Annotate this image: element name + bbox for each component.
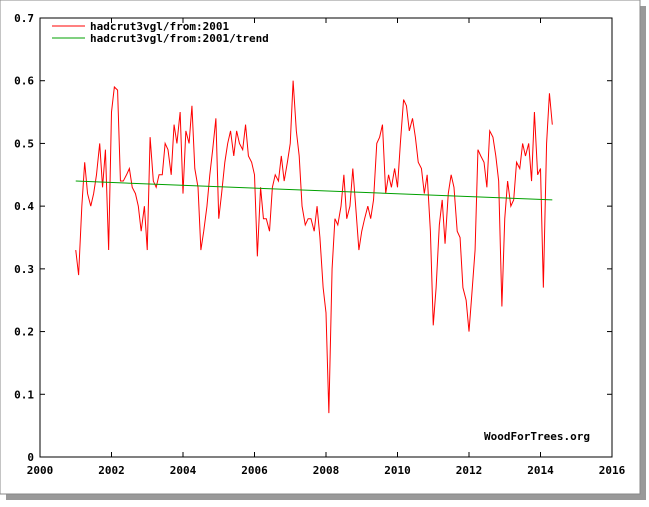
legend-label: hadcrut3vgl/from:2001 — [90, 20, 229, 33]
plot-area — [39, 17, 613, 458]
x-tick-label: 2012 — [456, 464, 483, 477]
y-tick-label: 0.5 — [14, 137, 34, 150]
y-tick-label: 0.1 — [14, 388, 34, 401]
x-tick-label: 2006 — [241, 464, 268, 477]
y-tick-label: 0 — [27, 451, 34, 464]
x-tick-label: 2008 — [313, 464, 340, 477]
watermark: WoodForTrees.org — [484, 430, 590, 443]
y-tick-label: 0.3 — [14, 263, 34, 276]
x-tick-label: 2004 — [170, 464, 197, 477]
legend-label: hadcrut3vgl/from:2001/trend — [90, 32, 269, 45]
y-tick-label: 0.2 — [14, 326, 34, 339]
y-tick-label: 0.6 — [14, 75, 34, 88]
series-line — [75, 80, 553, 414]
x-tick-label: 2014 — [527, 464, 554, 477]
y-tick-label: 0.4 — [14, 200, 34, 213]
x-tick-label: 2016 — [599, 464, 626, 477]
series-line — [75, 180, 553, 201]
x-tick-label: 2002 — [98, 464, 125, 477]
x-tick-label: 2010 — [384, 464, 411, 477]
y-tick-label: 0.7 — [14, 12, 34, 25]
x-tick-label: 2000 — [27, 464, 54, 477]
